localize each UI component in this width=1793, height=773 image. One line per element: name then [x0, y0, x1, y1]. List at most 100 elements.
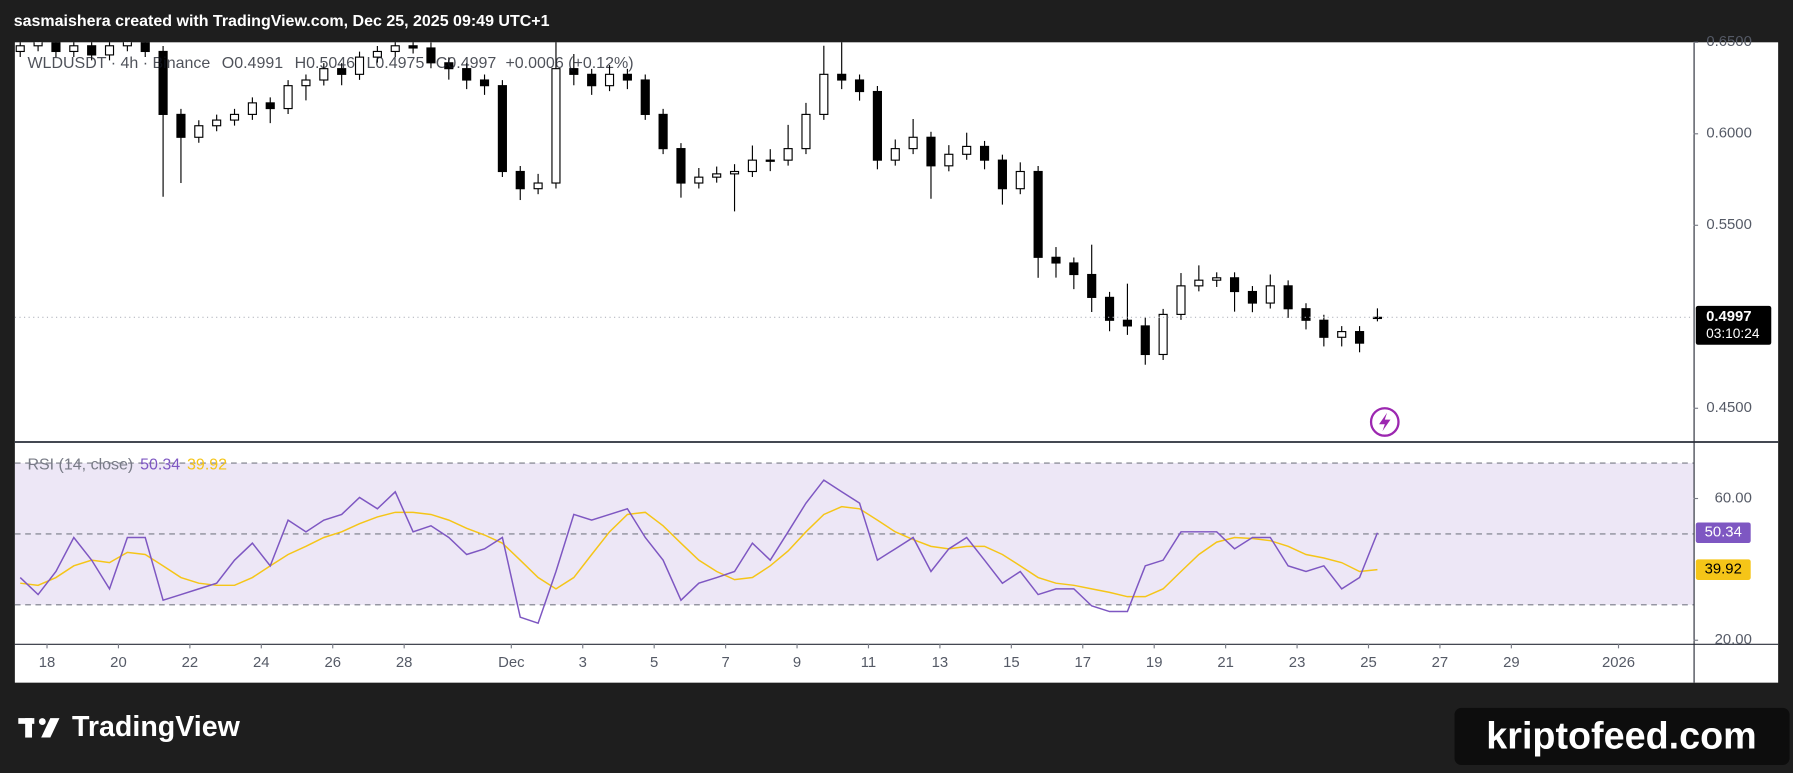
candle-body	[712, 173, 722, 178]
candle-body	[301, 79, 311, 87]
candle-body	[283, 85, 293, 110]
candle-body	[372, 50, 382, 58]
candle-body	[1015, 170, 1025, 190]
candle-body	[640, 79, 650, 115]
x-tick-label: 13	[932, 655, 949, 671]
x-tick-label: 19	[1146, 655, 1163, 671]
x-tick-label: 25	[1360, 655, 1377, 671]
candle-body	[1176, 285, 1186, 315]
candle-body	[569, 68, 579, 75]
x-tick-label: 22	[182, 655, 199, 671]
x-tick-label: 5	[650, 655, 658, 671]
x-tick-label: 29	[1503, 655, 1520, 671]
candle-body	[658, 113, 668, 150]
countdown: 03:10:24	[1706, 326, 1760, 341]
y-tick-label: 60.00	[1715, 490, 1752, 506]
candle-body	[765, 159, 775, 162]
x-tick-label: 11	[861, 655, 876, 671]
x-tick-label: 3	[579, 655, 587, 671]
x-tick-label: 27	[1432, 655, 1449, 671]
x-tick-label: Dec	[498, 655, 525, 671]
candle-body	[444, 62, 454, 70]
price-pane	[14, 42, 1694, 365]
x-tick-label: 15	[1003, 655, 1020, 671]
candle-body	[497, 85, 507, 173]
watermark: kriptofeed.com	[1486, 715, 1756, 757]
legend: RSI (14, close) 50.34 39.92	[27, 457, 227, 474]
candle-body	[408, 45, 418, 49]
candle-body	[622, 73, 632, 81]
candle-body	[51, 42, 61, 53]
ohlc-key: H	[295, 55, 307, 72]
change: +0.0006 (+0.12%)	[505, 55, 633, 72]
axes: 0.65000.60000.55000.45000.499703:10:24WL…	[27, 34, 1772, 671]
candle-body	[872, 90, 882, 161]
legend: WLDUSDT · 4h · Binance O0.4991 H0.5046 L0.4…	[27, 55, 633, 72]
watermark-box	[1454, 707, 1790, 765]
tradingview-logo: TradingView	[18, 711, 241, 743]
y-tick-label: 0.5500	[1706, 217, 1751, 233]
candle-body	[1265, 285, 1275, 304]
x-tick-label: 20	[110, 655, 127, 671]
candle-body	[354, 56, 365, 75]
candle-body	[890, 148, 900, 161]
candle-body	[1372, 316, 1383, 320]
candle-body	[1140, 325, 1150, 356]
candle-body	[1247, 290, 1257, 304]
candle-body	[997, 159, 1007, 190]
candle-body	[783, 148, 793, 161]
candle-body	[33, 42, 43, 47]
x-tick-label: 9	[793, 655, 801, 671]
value-tag-label: 39.92	[1705, 562, 1742, 578]
candle-body	[69, 45, 79, 53]
candle-body	[462, 68, 472, 81]
candle-body	[837, 73, 847, 81]
candle-body	[337, 68, 347, 75]
candle-body	[426, 47, 436, 64]
x-tick-label: 18	[39, 655, 56, 671]
x-tick-label: 24	[253, 655, 270, 671]
candle-body	[729, 170, 740, 175]
candle-body	[158, 50, 168, 115]
ohlc-value: 0.4997	[447, 55, 496, 72]
candle-body	[908, 136, 918, 150]
x-tick-label: 23	[1289, 655, 1306, 671]
candle-body	[747, 159, 757, 173]
candle-body	[1337, 331, 1347, 338]
candle-body	[694, 176, 704, 184]
ohlc-value: 0.5046	[306, 55, 355, 72]
value-tag	[1695, 559, 1751, 580]
legend-value: 39.92	[187, 457, 227, 474]
last-price-label: 0.4997	[1706, 309, 1751, 325]
candle-body	[247, 102, 257, 115]
candle-body	[944, 153, 954, 167]
credit: sasmaishera created with TradingView.com…	[14, 13, 550, 30]
candle-body	[1319, 319, 1329, 338]
candle-body	[122, 42, 132, 47]
indicator-title: RSI (14, close)	[27, 457, 133, 474]
last-price-tag	[1695, 305, 1772, 345]
candle-body	[676, 148, 686, 184]
candle-body	[104, 45, 115, 56]
candle-body	[479, 79, 490, 87]
candle-body	[962, 145, 972, 155]
y-tick-label: 0.4500	[1706, 400, 1751, 416]
candle-body	[1229, 277, 1240, 293]
candle-body	[194, 125, 204, 138]
candle-body	[1051, 256, 1061, 264]
x-tick-label: 7	[721, 655, 729, 671]
candle-body	[176, 113, 186, 138]
candle-body	[229, 113, 240, 121]
ohlc-value: 0.4991	[234, 55, 283, 72]
candle-body	[390, 45, 400, 53]
candle-body	[87, 45, 97, 56]
candle-body	[1122, 319, 1132, 327]
symbol: WLDUSDT · 4h · Binance	[27, 55, 210, 72]
legend-value: 50.34	[140, 457, 180, 474]
candle-body	[979, 145, 990, 161]
rsi-line	[19, 479, 1379, 625]
ohlc-key: C	[436, 55, 448, 72]
candle-body	[551, 68, 561, 184]
logo-text: TradingView	[72, 711, 241, 743]
